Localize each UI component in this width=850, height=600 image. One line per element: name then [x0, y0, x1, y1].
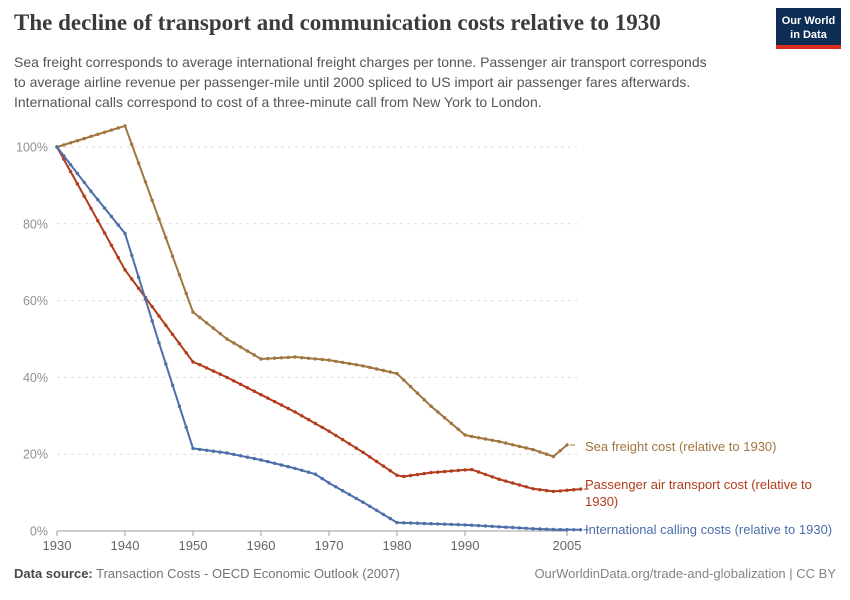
- x-tick-label: 1940: [111, 538, 140, 553]
- x-tick-label: 1970: [315, 538, 344, 553]
- series-label-international-calls[interactable]: International calling costs (relative to…: [585, 522, 833, 537]
- data-source-text: Transaction Costs - OECD Economic Outloo…: [92, 566, 400, 581]
- owid-logo-line1: Our World: [781, 15, 836, 27]
- y-tick-label: 0%: [30, 525, 48, 539]
- x-tick-label: 1990: [451, 538, 480, 553]
- y-axis: 0% 20% 40% 60% 80% 100%: [16, 141, 577, 539]
- series-line-passenger-air[interactable]: [55, 145, 589, 494]
- series-line-international-calls[interactable]: [55, 145, 589, 532]
- data-source: Data source: Transaction Costs - OECD Ec…: [14, 566, 400, 581]
- chart-subtitle-line2: to average airline revenue per passenger…: [14, 74, 691, 90]
- y-tick-label: 100%: [16, 141, 48, 155]
- data-source-label: Data source:: [14, 566, 93, 581]
- x-tick-label: 1930: [43, 538, 72, 553]
- x-tick-label: 1960: [247, 538, 276, 553]
- series-label-sea-freight[interactable]: Sea freight cost (relative to 1930): [585, 439, 777, 454]
- x-tick-label: 1950: [179, 538, 208, 553]
- y-tick-label: 80%: [23, 217, 48, 231]
- chart-subtitle-line1: Sea freight corresponds to average inter…: [14, 54, 707, 70]
- x-tick-label: 2005: [553, 538, 582, 553]
- x-axis: 1930 1940 1950 1960 1970 1980 1990 2005: [43, 531, 582, 553]
- series-label-passenger-air[interactable]: Passenger air transport cost (relative t…: [585, 477, 812, 509]
- chart-subtitle-line3: International calls correspond to cost o…: [14, 94, 542, 110]
- footer-link[interactable]: OurWorldinData.org/trade-and-globalizati…: [534, 566, 836, 581]
- chart-title: The decline of transport and communicati…: [14, 10, 661, 35]
- y-tick-label: 20%: [23, 448, 48, 462]
- series-line-sea-freight[interactable]: [55, 124, 575, 459]
- y-tick-label: 60%: [23, 294, 48, 308]
- chart-subtitle: Sea freight corresponds to average inter…: [14, 52, 794, 112]
- y-tick-label: 40%: [23, 371, 48, 385]
- x-tick-label: 1980: [383, 538, 412, 553]
- owid-logo-line2: in Data: [790, 29, 827, 42]
- owid-logo[interactable]: Our World in Data: [776, 8, 841, 49]
